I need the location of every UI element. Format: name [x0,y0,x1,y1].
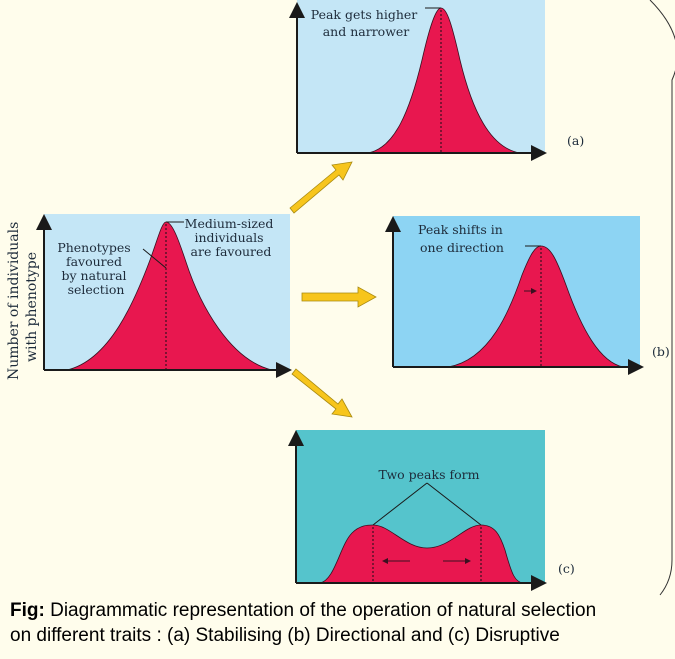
arrow-to-a-icon [289,161,353,214]
figure-caption: Fig: Diagrammatic representation of the … [10,598,596,648]
peak-higher-label: Peak gets higher and narrower [311,7,422,39]
panel-tag-b: (b) [652,344,670,359]
pointer-line [142,248,167,269]
original-population-graph: Phenotypes favoured by natural selection… [36,214,292,378]
pointer-line [426,482,482,526]
peak-shifts-label: one direction [420,240,504,255]
directional-graph: Peak shifts in one direction (b) [385,216,670,375]
svg-text:with phenotype: with phenotype [24,252,40,362]
svg-text:Number of individuals: Number of individuals [6,222,22,380]
panel-tag-c: (c) [558,561,575,576]
phenotypes-label: Phenotypes favoured by natural selection [57,240,134,297]
pointer-line [372,482,428,526]
caption-prefix: Fig: [10,600,45,621]
panel-tag-a: (a) [567,133,584,148]
medium-sized-label: Medium-sized individuals are favoured [185,216,278,259]
y-axis-label: Number of individuals with phenotype [6,222,40,380]
caption-line-2: on different traits : (a) Stabilising (b… [10,625,560,646]
caption-line-1: Diagrammatic representation of the opera… [44,600,597,621]
disruptive-graph: Two peaks form (c) [288,430,575,591]
page-edge [649,0,675,596]
peak-shifts-label: Peak shifts in [418,222,503,237]
distribution-curve [319,524,524,584]
distribution-curve [367,7,521,154]
two-peaks-label: Two peaks form [379,467,480,482]
arrow-to-b-icon [301,286,377,308]
arrow-to-c-icon [291,368,353,418]
stabilising-graph: Peak gets higher and narrower (a) [289,0,584,161]
